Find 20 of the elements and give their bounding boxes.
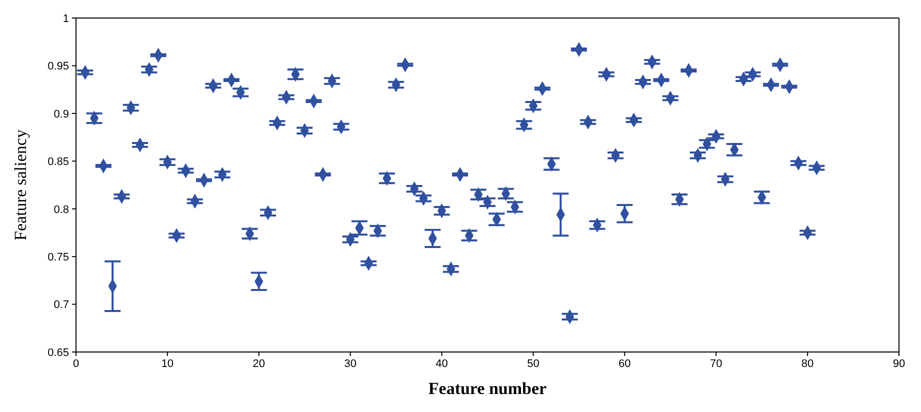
y-tick-label: 0.85 [48,156,69,168]
y-tick-label: 0.8 [54,204,69,216]
y-tick-label: 0.75 [48,251,69,264]
x-tick-label: 10 [161,358,174,370]
x-tick-label: 40 [436,358,448,370]
y-axis-title: Feature saliency [11,129,30,240]
y-tick-label: 0.7 [54,299,69,312]
x-tick-label: 20 [252,358,266,370]
x-axis-title: Feature number [428,379,548,398]
x-tick-label: 80 [801,358,814,370]
x-tick-label: 50 [527,358,540,370]
x-tick-label: 30 [344,358,356,370]
x-tick-label: 60 [618,358,631,370]
x-tick-label: 0 [72,358,80,370]
y-tick-label: 0.65 [48,346,69,359]
x-tick-label: 90 [892,358,906,370]
y-tick-label: 0.9 [54,108,69,120]
x-tick-label: 70 [710,358,722,370]
y-tick-label: 0.95 [48,60,69,73]
y-tick-label: 1 [62,12,69,25]
